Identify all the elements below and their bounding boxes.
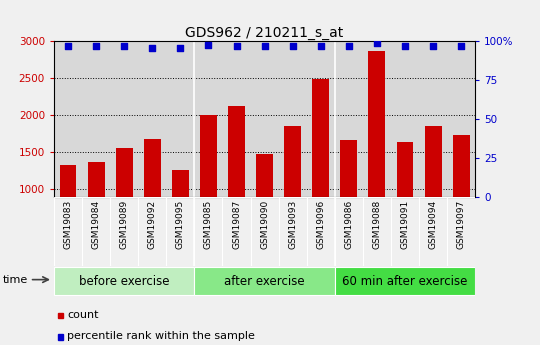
- Text: GSM19086: GSM19086: [345, 200, 353, 249]
- Point: [64, 43, 72, 49]
- Point: [232, 43, 241, 49]
- Bar: [228, 107, 245, 197]
- FancyBboxPatch shape: [194, 267, 335, 295]
- Bar: [396, 142, 414, 197]
- Text: before exercise: before exercise: [79, 275, 170, 288]
- Text: GSM19087: GSM19087: [232, 200, 241, 249]
- Point: [92, 43, 100, 49]
- Bar: [200, 115, 217, 197]
- Bar: [172, 170, 189, 197]
- Title: GDS962 / 210211_s_at: GDS962 / 210211_s_at: [185, 26, 344, 40]
- Bar: [453, 135, 470, 197]
- Point: [260, 43, 269, 49]
- Bar: [424, 126, 442, 197]
- Text: GSM19084: GSM19084: [92, 200, 100, 249]
- Point: [401, 43, 409, 49]
- Text: percentile rank within the sample: percentile rank within the sample: [67, 331, 255, 341]
- Text: GSM19089: GSM19089: [120, 200, 129, 249]
- Bar: [58, 334, 63, 340]
- Point: [345, 43, 353, 49]
- Point: [316, 43, 325, 49]
- Text: GSM19090: GSM19090: [260, 200, 269, 249]
- Text: after exercise: after exercise: [224, 275, 305, 288]
- Text: GSM19085: GSM19085: [204, 200, 213, 249]
- Text: GSM19088: GSM19088: [373, 200, 381, 249]
- Point: [148, 45, 157, 50]
- Text: GSM19094: GSM19094: [429, 200, 437, 249]
- Bar: [312, 79, 329, 197]
- Text: count: count: [67, 309, 98, 319]
- Point: [288, 43, 297, 49]
- Point: [204, 42, 213, 47]
- Text: GSM19097: GSM19097: [457, 200, 465, 249]
- Bar: [87, 162, 105, 197]
- Bar: [256, 154, 273, 197]
- Bar: [368, 51, 386, 197]
- Text: GSM19083: GSM19083: [64, 200, 72, 249]
- Bar: [144, 139, 161, 197]
- Bar: [340, 140, 357, 197]
- Bar: [58, 313, 63, 318]
- Point: [457, 43, 465, 49]
- Text: GSM19091: GSM19091: [401, 200, 409, 249]
- Text: GSM19096: GSM19096: [316, 200, 325, 249]
- Text: 60 min after exercise: 60 min after exercise: [342, 275, 468, 288]
- Bar: [59, 165, 77, 197]
- Bar: [116, 148, 133, 197]
- FancyBboxPatch shape: [54, 267, 194, 295]
- Point: [176, 45, 185, 50]
- Text: GSM19095: GSM19095: [176, 200, 185, 249]
- Point: [429, 43, 437, 49]
- Bar: [284, 126, 301, 197]
- FancyBboxPatch shape: [335, 267, 475, 295]
- Text: GSM19093: GSM19093: [288, 200, 297, 249]
- Text: time: time: [3, 275, 28, 285]
- Point: [120, 43, 129, 49]
- Text: GSM19092: GSM19092: [148, 200, 157, 249]
- Point: [373, 40, 381, 46]
